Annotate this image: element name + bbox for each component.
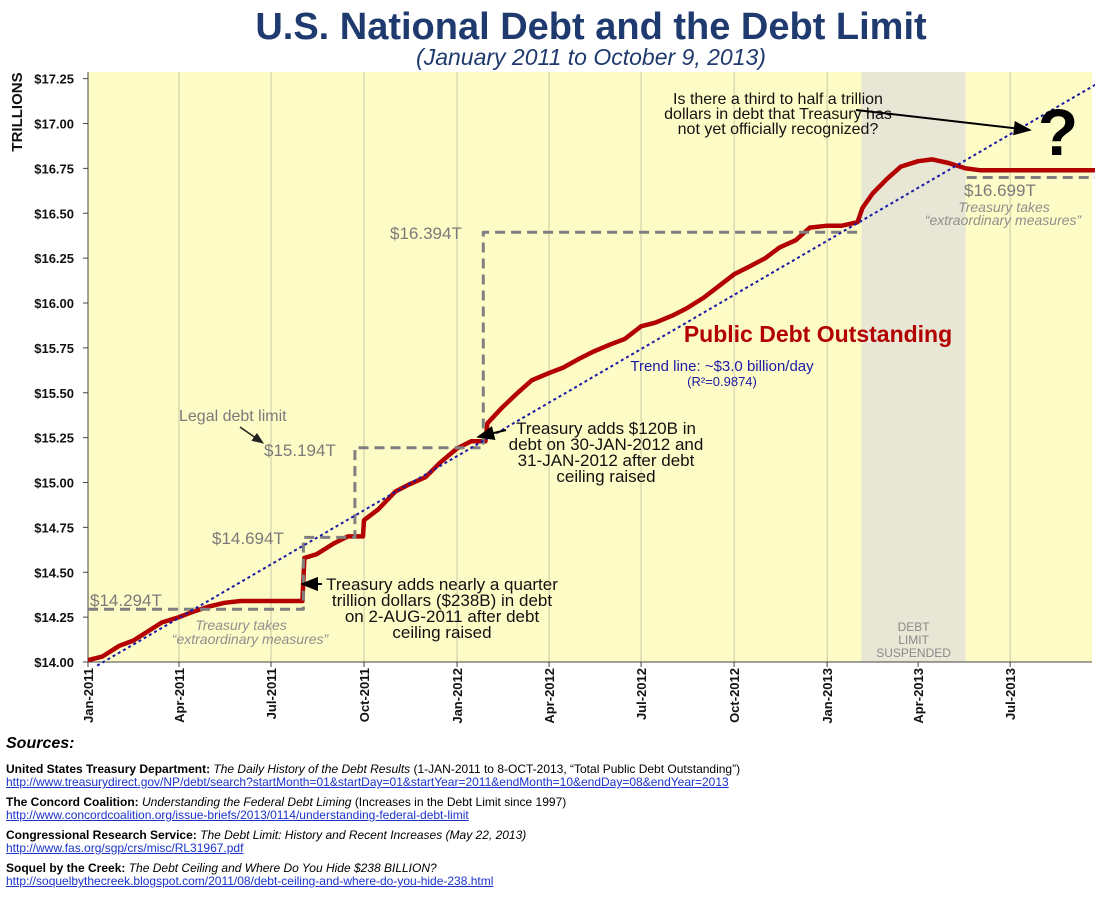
suspended-label-line: LIMIT xyxy=(898,633,929,647)
source-note: (Increases in the Debt Limit since 1997) xyxy=(354,795,567,809)
extraordinary-note-2-line2: “extraordinary measures” xyxy=(925,212,1083,228)
extraordinary-note-2-line1: Treasury takes xyxy=(958,199,1050,215)
source-org: The Concord Coalition: xyxy=(6,795,139,809)
source-note: (1-JAN-2011 to 8-OCT-2013, “Total Public… xyxy=(413,762,741,776)
suspended-label-line: DEBT xyxy=(898,620,931,634)
trend-r2-label: (R²=0.9874) xyxy=(687,374,757,389)
limit-label-14294: $14.294T xyxy=(90,591,162,610)
treasury-238-note-line: trillion dollars ($238B) in debt xyxy=(332,591,552,610)
treasury-238-note-line: Treasury adds nearly a quarter xyxy=(326,575,558,594)
question-arrow xyxy=(855,109,1032,136)
source-org: Soquel by the Creek: xyxy=(6,861,126,875)
limit-label-16699: $16.699T xyxy=(964,181,1036,200)
x-tick-label: Jul-2012 xyxy=(634,668,649,720)
legal-limit-label: Legal debt limit xyxy=(179,408,287,425)
y-tick-label: $14.00 xyxy=(34,655,74,670)
source-title: The Debt Ceiling and Where Do You Hide $… xyxy=(128,861,437,875)
x-tick-label: Apr-2013 xyxy=(911,668,926,724)
limit-label-14694: $14.694T xyxy=(212,529,284,548)
source-entry: United States Treasury Department: The D… xyxy=(6,763,1091,789)
sources-heading: Sources: xyxy=(6,735,75,752)
treasury-120-note-line: debt on 30-JAN-2012 and xyxy=(509,435,704,454)
x-tick-label: Apr-2012 xyxy=(542,668,557,724)
source-title: The Debt Limit: History and Recent Incre… xyxy=(200,828,527,842)
x-tick-label: Jan-2011 xyxy=(81,668,96,723)
y-tick-label: $14.25 xyxy=(34,610,74,625)
extraordinary-note-1-line1: Treasury takes xyxy=(195,617,287,633)
trend-line xyxy=(96,83,1095,667)
x-tick-label: Oct-2011 xyxy=(357,668,372,722)
y-tick-label: $16.25 xyxy=(34,251,74,266)
source-entry: Congressional Research Service: The Debt… xyxy=(6,829,1091,855)
question-note-line: dollars in debt that Treasury has xyxy=(664,106,892,123)
source-link[interactable]: http://www.fas.org/sgp/crs/misc/RL31967.… xyxy=(6,841,244,855)
x-tick-label: Jan-2013 xyxy=(820,668,835,724)
source-link[interactable]: http://www.treasurydirect.gov/NP/debt/se… xyxy=(6,775,729,789)
treasury-238-note-line: on 2-AUG-2011 after debt xyxy=(345,607,540,626)
chart-subtitle: (January 2011 to October 9, 2013) xyxy=(416,44,766,70)
source-org: United States Treasury Department: xyxy=(6,762,211,776)
treasury-120-arrow xyxy=(476,426,507,441)
treasury-120-note-line: ceiling raised xyxy=(556,467,655,486)
y-tick-label: $14.50 xyxy=(34,565,74,580)
legal-limit-arrow xyxy=(239,426,264,444)
source-link[interactable]: http://www.concordcoalition.org/issue-br… xyxy=(6,808,469,822)
y-tick-label: $16.50 xyxy=(34,206,74,221)
y-tick-label: $15.00 xyxy=(34,476,74,491)
y-tick-label: $14.75 xyxy=(34,520,74,535)
treasury-120-note-line: 31-JAN-2012 after debt xyxy=(518,451,695,470)
x-tick-label: Jul-2013 xyxy=(1003,668,1018,720)
source-entry: The Concord Coalition: Understanding the… xyxy=(6,796,1091,822)
source-org: Congressional Research Service: xyxy=(6,828,197,842)
source-title: Understanding the Federal Debt Liming xyxy=(142,795,352,809)
y-tick-label: $16.00 xyxy=(34,296,74,311)
sources-section: Sources: United States Treasury Departme… xyxy=(6,735,1091,895)
trend-label: Trend line: ~$3.0 billion/day xyxy=(630,358,814,375)
y-tick-label: $15.75 xyxy=(34,341,74,356)
question-note-line: Is there a third to half a trillion xyxy=(673,91,883,108)
x-tick-label: Oct-2012 xyxy=(727,668,742,723)
y-tick-label: $15.25 xyxy=(34,431,74,446)
x-tick-label: Apr-2011 xyxy=(172,668,187,723)
source-link[interactable]: http://soquelbythecreek.blogspot.com/201… xyxy=(6,874,494,888)
suspended-label-line: SUSPENDED xyxy=(876,646,951,660)
y-tick-label: $17.00 xyxy=(34,117,74,132)
y-tick-label: $16.75 xyxy=(34,161,74,176)
limit-label-15194: $15.194T xyxy=(264,441,336,460)
limit-label-16394: $16.394T xyxy=(390,224,462,243)
question-mark: ? xyxy=(1038,95,1078,169)
x-tick-label: Jul-2011 xyxy=(264,668,279,719)
public-debt-label: Public Debt Outstanding xyxy=(684,321,952,347)
question-note-line: not yet officially recognized? xyxy=(678,121,879,138)
y-tick-label: $17.25 xyxy=(34,72,74,87)
y-tick-label: $15.50 xyxy=(34,386,74,401)
source-title: The Daily History of the Debt Results xyxy=(213,762,411,776)
y-axis-label: TRILLIONS xyxy=(9,72,26,151)
public-debt-line xyxy=(87,157,1095,663)
x-tick-label: Jan-2012 xyxy=(450,668,465,724)
treasury-120-note-line: Treasury adds $120B in xyxy=(516,419,696,438)
debt-limit-line xyxy=(88,230,862,611)
treasury-238-note-line: ceiling raised xyxy=(392,623,491,642)
source-entry: Soquel by the Creek: The Debt Ceiling an… xyxy=(6,862,1091,888)
chart-title: U.S. National Debt and the Debt Limit xyxy=(255,6,927,48)
extraordinary-note-1-line2: “extraordinary measures” xyxy=(172,631,330,647)
